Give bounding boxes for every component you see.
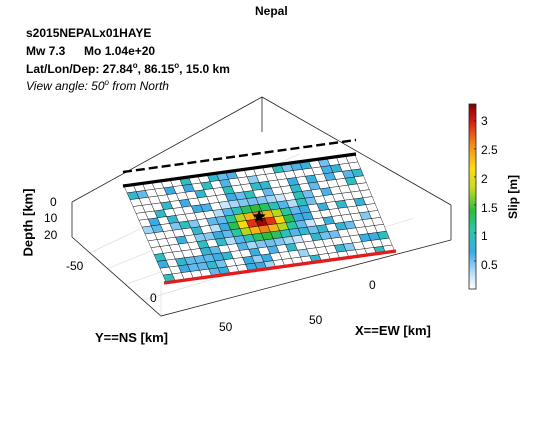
colorbar-gradient (468, 103, 477, 290)
z-tick-10: 10 (44, 211, 58, 225)
fault-plane (123, 154, 396, 283)
degree-view: o (104, 78, 109, 87)
z-axis-label: Depth [km] (20, 188, 36, 257)
view-suffix: from North (108, 79, 169, 93)
cb-tick-0.5: 0.5 (481, 258, 498, 272)
z-tick-0: 0 (50, 195, 57, 209)
magnitude-line: Mw 7.3 Mo 1.04e+20 (26, 44, 155, 58)
cb-tick-1.5: 1.5 (481, 201, 498, 215)
cb-tick-1: 1 (481, 229, 488, 243)
y-tick-50: 50 (219, 320, 233, 334)
x-tick-0: 0 (369, 278, 376, 292)
fault-bottom-edge (163, 249, 397, 285)
view-angle: View angle: 50 (26, 79, 105, 93)
location-line: Lat/Lon/Dep: 27.84o, 86.15o, 15.0 km (26, 61, 230, 76)
location-lat: Lat/Lon/Dep: 27.84 (26, 62, 133, 76)
location-dep: , 15.0 km (179, 62, 230, 76)
fault-top-edge (122, 152, 357, 188)
magnitude: Mw 7.3 (26, 44, 66, 58)
colorbar-label: Slip [m] (506, 175, 520, 219)
degree-lat: o (132, 61, 138, 70)
y-tick-0: 0 (150, 291, 157, 305)
fault-traces (122, 138, 397, 285)
x-axis-label: X==EW [km] (355, 323, 431, 338)
degree-lon: o (174, 61, 180, 70)
cb-tick-2: 2 (481, 172, 488, 186)
event-id: s2015NEPALx01HAYE (26, 26, 152, 40)
cb-tick-3: 3 (481, 114, 488, 128)
colorbar (468, 103, 477, 290)
moment: Mo 1.04e+20 (84, 44, 156, 58)
z-tick-20: 20 (44, 228, 58, 242)
view-angle-line: View angle: 50o from North (26, 78, 169, 93)
chart-title: Nepal (255, 4, 288, 18)
cb-tick-2.5: 2.5 (481, 143, 498, 157)
y-tick-neg50: -50 (66, 259, 84, 273)
fault-surface-trace (122, 138, 357, 174)
x-tick-50: 50 (309, 313, 323, 327)
hypocenter-star-icon (252, 209, 266, 223)
location-lon: , 86.15 (137, 62, 175, 76)
y-axis-label: Y==NS [km] (95, 330, 168, 345)
